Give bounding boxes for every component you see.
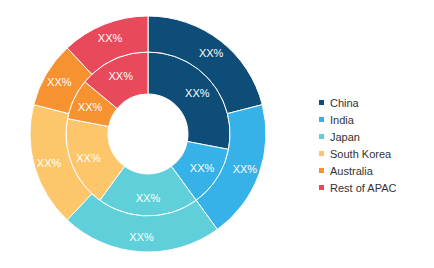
svg-text:XX%: XX% bbox=[37, 157, 62, 169]
svg-text:XX%: XX% bbox=[78, 101, 103, 113]
svg-text:XX%: XX% bbox=[190, 162, 215, 174]
svg-text:Rest of APAC: Rest of APAC bbox=[330, 182, 396, 194]
svg-text:Australia: Australia bbox=[330, 165, 374, 177]
svg-text:South Korea: South Korea bbox=[330, 148, 392, 160]
svg-text:XX%: XX% bbox=[199, 47, 224, 59]
svg-text:XX%: XX% bbox=[233, 163, 258, 175]
svg-text:XX%: XX% bbox=[136, 192, 161, 204]
svg-text:China: China bbox=[330, 97, 360, 109]
svg-text:XX%: XX% bbox=[185, 87, 210, 99]
svg-text:Japan: Japan bbox=[330, 131, 360, 143]
svg-text:India: India bbox=[330, 114, 355, 126]
svg-text:XX%: XX% bbox=[76, 152, 101, 164]
svg-text:XX%: XX% bbox=[109, 70, 134, 82]
svg-text:XX%: XX% bbox=[129, 231, 154, 243]
svg-text:XX%: XX% bbox=[98, 32, 123, 44]
svg-text:XX%: XX% bbox=[47, 76, 72, 88]
